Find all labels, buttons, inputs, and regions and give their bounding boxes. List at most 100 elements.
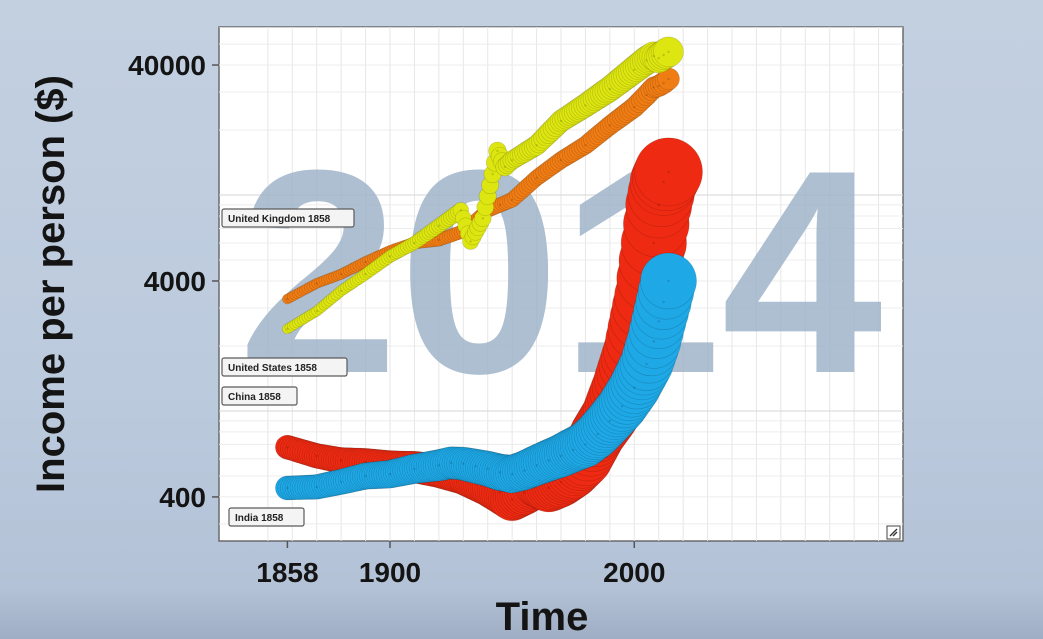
data-point: [459, 209, 463, 212]
country-label[interactable]: China 1858: [221, 386, 298, 406]
data-point: [364, 474, 367, 478]
data-point: [645, 362, 648, 366]
data-point: [496, 149, 499, 153]
axis-ticks: 1858 1900 2000 400 4000 40000: [128, 50, 665, 588]
resize-handle-icon[interactable]: [886, 525, 901, 540]
country-label-text: China 1858: [228, 392, 281, 403]
data-point: [633, 68, 636, 72]
data-point: [547, 486, 550, 490]
country-label-text: India 1858: [235, 513, 284, 524]
data-point: [498, 471, 502, 474]
data-point: [535, 464, 538, 467]
data-point: [657, 203, 660, 207]
data-point: [315, 485, 318, 489]
series-layer: [275, 36, 703, 522]
data-point: [657, 320, 660, 323]
data-point: [315, 309, 318, 313]
data-point: [286, 486, 289, 490]
y-axis-title: Income per person ($): [29, 75, 73, 493]
data-point: [657, 84, 660, 88]
data-point: [388, 472, 392, 476]
country-label-box: [221, 386, 298, 406]
country-label-box: [221, 208, 355, 228]
data-point: [662, 300, 665, 304]
y-tick-label: 4000: [144, 266, 206, 297]
data-point: [339, 480, 343, 483]
data-point: [572, 448, 575, 452]
data-point: [645, 93, 648, 97]
data-point: [608, 124, 612, 127]
data-point: [535, 176, 538, 180]
data-point: [645, 59, 648, 62]
data-point: [596, 433, 599, 436]
data-point: [559, 119, 563, 123]
data-point: [620, 405, 624, 408]
data-point: [662, 81, 665, 85]
data-point: [413, 467, 416, 470]
country-label-box: [221, 357, 348, 377]
data-point: [652, 54, 656, 58]
data-point: [339, 272, 343, 276]
data-point: [535, 144, 538, 147]
data-point: [608, 87, 612, 91]
data-point: [633, 106, 636, 109]
data-point: [474, 465, 477, 468]
x-tick-label: 1900: [359, 557, 421, 588]
data-point: [315, 282, 318, 285]
data-point: [469, 240, 472, 243]
data-point: [667, 170, 670, 174]
series-united-states: [282, 36, 684, 335]
data-point: [486, 467, 489, 470]
data-point: [667, 279, 670, 283]
data-point: [584, 144, 587, 147]
data-point: [652, 86, 656, 89]
data-point: [449, 461, 453, 465]
data-point: [286, 445, 289, 449]
data-point: [667, 50, 670, 54]
data-point: [388, 255, 392, 258]
x-axis-title: Time: [496, 595, 589, 639]
data-point: [634, 137, 703, 207]
data-point: [640, 252, 697, 310]
country-label-text: United States 1858: [228, 363, 317, 374]
data-point: [559, 480, 563, 483]
data-point: [667, 77, 670, 81]
country-label-text: United Kingdom 1858: [228, 214, 331, 225]
data-point: [608, 419, 612, 423]
y-tick-label: 400: [159, 482, 206, 513]
data-point: [662, 180, 665, 184]
data-point: [559, 454, 563, 458]
country-label[interactable]: United States 1858: [221, 357, 348, 377]
data-point: [503, 165, 507, 169]
country-labels: China 1858 India 1858 United Kingdom 1858 U…: [221, 208, 355, 527]
y-tick-label: 40000: [128, 50, 206, 81]
data-point: [584, 443, 587, 446]
country-label[interactable]: United Kingdom 1858: [221, 208, 355, 228]
data-point: [413, 241, 416, 245]
data-point: [510, 498, 514, 501]
country-label-box: [228, 507, 305, 527]
data-point: [315, 454, 318, 458]
data-point: [523, 469, 526, 472]
series-india: [275, 252, 697, 501]
data-point: [559, 158, 563, 162]
data-point: [662, 53, 665, 57]
data-point: [498, 491, 502, 494]
data-point: [437, 224, 441, 228]
data-point: [653, 36, 684, 68]
data-point: [633, 386, 636, 390]
x-tick-label: 1858: [256, 557, 318, 588]
data-point: [462, 462, 465, 465]
data-point: [339, 459, 343, 462]
x-tick-label: 2000: [603, 557, 665, 588]
data-point: [364, 260, 367, 264]
data-point: [491, 172, 494, 176]
data-point: [657, 57, 660, 60]
data-point: [286, 327, 289, 331]
country-label[interactable]: India 1858: [228, 507, 305, 527]
data-point: [437, 238, 441, 242]
data-point: [652, 241, 656, 245]
data-point: [481, 217, 485, 220]
data-point: [523, 491, 526, 494]
